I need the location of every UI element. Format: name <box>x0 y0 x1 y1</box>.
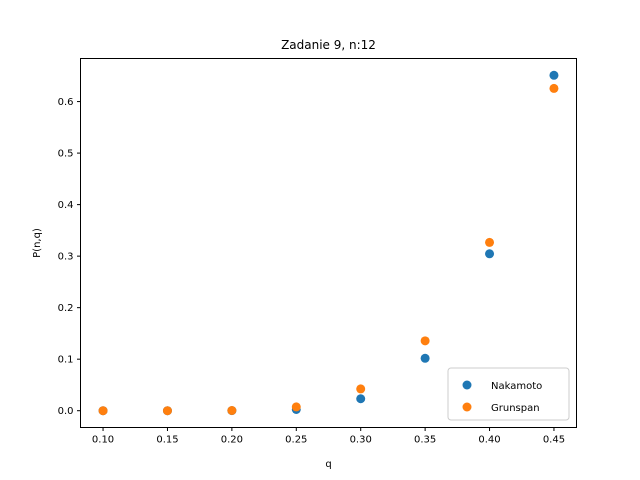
x-tick-label: 0.35 <box>414 435 436 446</box>
plot-area-frame <box>80 58 577 428</box>
legend-label-grunspan: Grunspan <box>491 403 540 414</box>
point-grunspan <box>291 402 301 412</box>
point-nakamoto <box>420 353 430 363</box>
y-tick-label: 0.0 <box>58 406 74 417</box>
y-tick-label: 0.1 <box>58 355 74 366</box>
point-grunspan <box>549 83 559 93</box>
legend-label-nakamoto: Nakamoto <box>491 381 542 392</box>
point-grunspan <box>98 406 108 416</box>
y-tick-label: 0.2 <box>58 303 74 314</box>
chart-title: Zadanie 9, n:12 <box>281 38 376 52</box>
legend-box <box>447 367 570 421</box>
x-tick-label: 0.30 <box>350 435 372 446</box>
y-tick-label: 0.3 <box>58 252 74 263</box>
x-tick-label: 0.40 <box>478 435 500 446</box>
x-tick-label: 0.45 <box>543 435 565 446</box>
legend: Nakamoto Grunspan <box>447 367 570 421</box>
point-nakamoto <box>549 70 559 80</box>
y-axis-label: P(n,q) <box>32 228 43 258</box>
legend-marker-nakamoto <box>462 380 472 390</box>
x-axis-ticks: 0.10 0.15 0.20 0.25 0.30 0.35 0.40 0.45 <box>92 427 565 446</box>
x-tick-label: 0.25 <box>285 435 307 446</box>
point-nakamoto <box>485 249 495 259</box>
legend-marker-grunspan <box>462 402 472 412</box>
point-nakamoto <box>356 394 366 404</box>
point-grunspan <box>162 406 172 416</box>
x-tick-label: 0.15 <box>156 435 178 446</box>
y-tick-label: 0.6 <box>58 97 74 108</box>
y-tick-label: 0.5 <box>58 149 74 160</box>
x-tick-label: 0.10 <box>92 435 114 446</box>
point-grunspan <box>485 237 495 247</box>
data-points <box>98 70 559 416</box>
point-grunspan <box>420 336 430 346</box>
point-grunspan <box>356 384 366 394</box>
x-axis-label: q <box>325 459 331 470</box>
y-axis-ticks: 0.0 0.1 0.2 0.3 0.4 0.5 0.6 <box>58 97 81 417</box>
y-tick-label: 0.4 <box>58 200 74 211</box>
x-tick-label: 0.20 <box>221 435 243 446</box>
point-grunspan <box>227 405 237 415</box>
